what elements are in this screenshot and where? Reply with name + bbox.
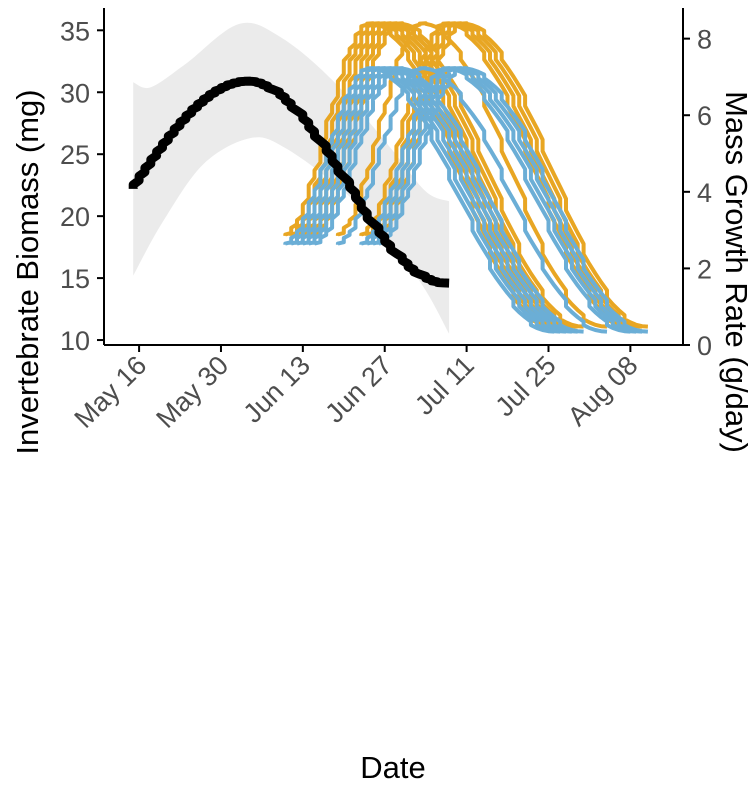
x-tick-label: Jun 13 xyxy=(237,350,316,429)
y-tick-label: 25 xyxy=(60,140,90,170)
y2-axis-title: Mass Growth Rate (g/day) xyxy=(719,91,754,453)
confidence-band-layer xyxy=(133,22,450,334)
y2-axis-ticks: 0 2 4 6 8 xyxy=(683,25,712,361)
y-axis-ticks: 10 15 20 25 30 35 xyxy=(60,16,104,356)
x-axis-title: Date xyxy=(360,750,425,785)
plot-area xyxy=(128,21,649,334)
y-tick-label: 10 xyxy=(60,326,90,356)
x-tick-label: Aug 08 xyxy=(562,350,644,432)
biomass-curve-layer xyxy=(128,76,450,288)
y2-tick-label: 8 xyxy=(697,25,712,55)
x-tick-label: Jul 11 xyxy=(409,350,480,421)
y2-tick-label: 2 xyxy=(697,254,712,284)
y-tick-label: 35 xyxy=(60,16,90,46)
y-tick-label: 30 xyxy=(60,78,90,108)
x-tick-label: May 16 xyxy=(69,350,153,434)
x-tick-label: May 30 xyxy=(150,350,234,434)
y-axis-title: Invertebrate Biomass (mg) xyxy=(10,89,45,454)
growth-curve-blue-16 xyxy=(312,66,584,334)
y2-tick-label: 4 xyxy=(697,178,712,208)
y-tick-label: 20 xyxy=(60,202,90,232)
biomass-curve xyxy=(128,76,450,288)
y-tick-label: 15 xyxy=(60,264,90,294)
confidence-band xyxy=(133,22,450,334)
y2-tick-label: 6 xyxy=(697,101,712,131)
growth-curve-blue-21 xyxy=(376,66,649,334)
y2-tick-label: 0 xyxy=(697,331,712,361)
x-tick-label: Jun 27 xyxy=(319,350,398,429)
x-tick-label: Jul 25 xyxy=(490,350,562,422)
growth-curve-orange-6 xyxy=(335,21,608,329)
